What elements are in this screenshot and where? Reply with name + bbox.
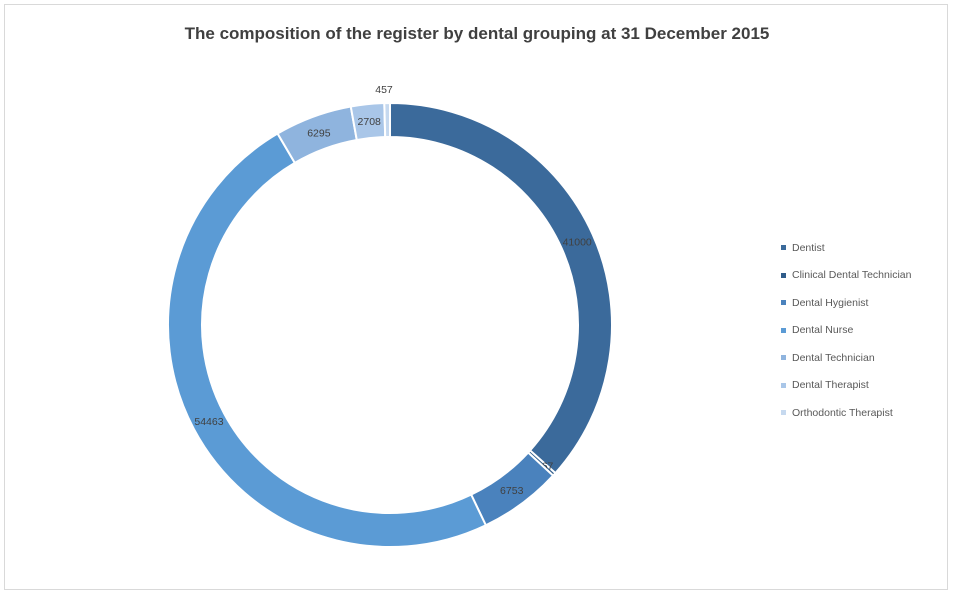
legend-marker [781, 355, 786, 361]
data-label-dental-technician: 6295 [307, 128, 331, 140]
data-label-dental-therapist: 2708 [358, 116, 382, 128]
legend-marker [781, 272, 786, 278]
chart-title: The composition of the register by denta… [184, 24, 770, 43]
donut-slice-dental-nurse [167, 132, 488, 549]
data-label-dental-nurse: 54463 [194, 416, 223, 428]
legend-item-dental-nurse: Dental Nurse [781, 317, 911, 345]
donut-slice-orthodontic-therapist [383, 101, 391, 139]
legend-marker [781, 300, 786, 306]
donut-slice-dentist [389, 101, 613, 475]
legend-item-dentist: Dentist [781, 234, 911, 262]
data-label-dentist: 41000 [563, 236, 592, 248]
legend-item-dental-therapist: Dental Therapist [781, 372, 911, 400]
legend-marker [781, 245, 786, 251]
legend-item-clinical-dental-technician: Clinical Dental Technician [781, 262, 911, 290]
legend-item-dental-hygienist: Dental Hygienist [781, 289, 911, 317]
legend-item-orthodontic-therapist: Orthodontic Therapist [781, 399, 911, 427]
legend-label: Dentist [792, 241, 825, 254]
legend-item-dental-technician: Dental Technician [781, 344, 911, 372]
legend-marker [781, 410, 786, 416]
legend-label: Dental Hygienist [792, 296, 869, 309]
legend-marker [781, 382, 786, 388]
legend-label: Clinical Dental Technician [792, 269, 912, 282]
legend-label: Dental Nurse [792, 324, 854, 337]
legend-label: Orthodontic Therapist [792, 406, 893, 419]
legend-label: Dental Technician [792, 351, 875, 364]
legend-label: Dental Therapist [792, 379, 869, 392]
data-label-dental-hygienist: 6753 [500, 485, 524, 497]
chart-legend: Dentist Clinical Dental Technician Dental … [781, 234, 911, 427]
legend-marker [781, 327, 786, 333]
data-label-orthodontic-therapist: 457 [375, 84, 393, 96]
